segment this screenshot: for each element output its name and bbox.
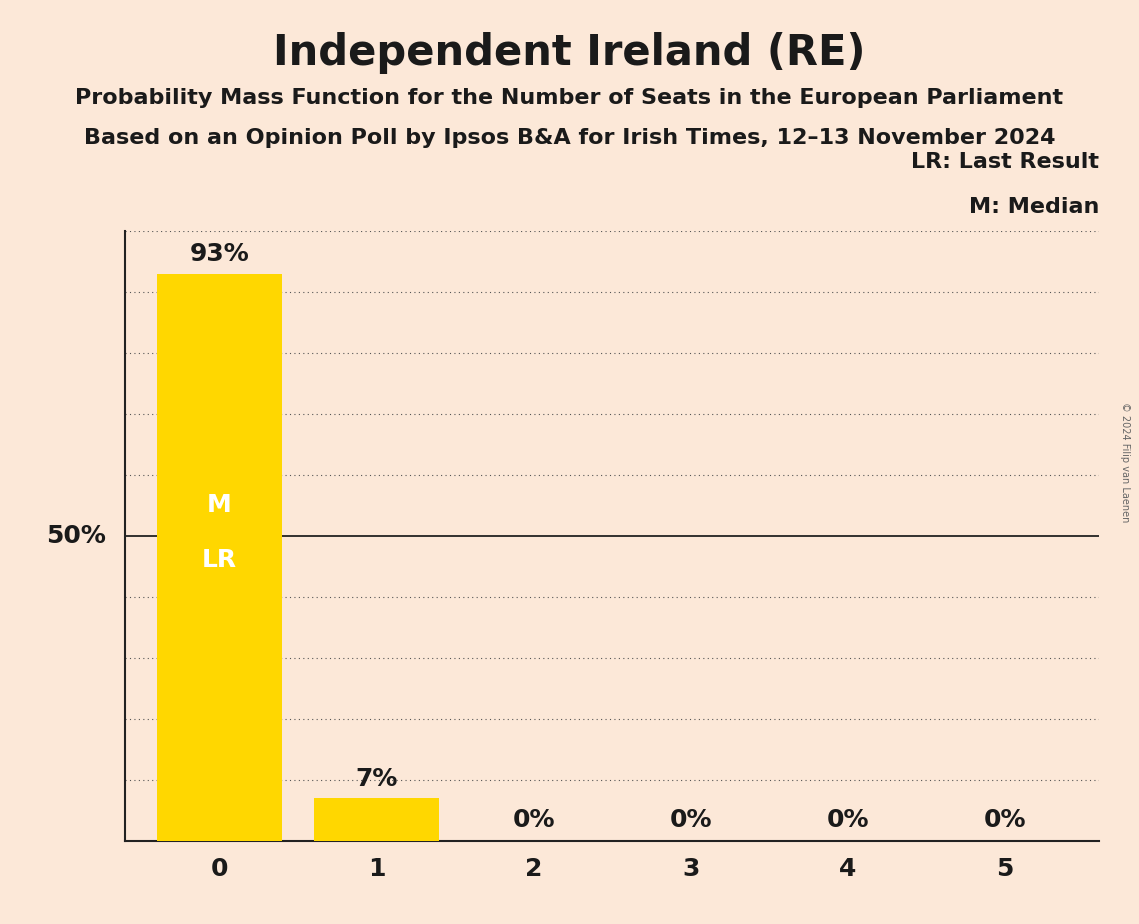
Text: 0%: 0% xyxy=(827,808,869,832)
Text: M: M xyxy=(207,493,232,517)
Text: 0%: 0% xyxy=(984,808,1026,832)
Text: 50%: 50% xyxy=(46,524,106,548)
Text: M: Median: M: Median xyxy=(969,198,1099,217)
Text: 7%: 7% xyxy=(355,767,398,791)
Text: LR: Last Result: LR: Last Result xyxy=(911,152,1099,172)
Text: Probability Mass Function for the Number of Seats in the European Parliament: Probability Mass Function for the Number… xyxy=(75,88,1064,108)
Text: LR: LR xyxy=(202,548,237,572)
Text: 93%: 93% xyxy=(190,242,249,266)
Text: Based on an Opinion Poll by Ipsos B&A for Irish Times, 12–13 November 2024: Based on an Opinion Poll by Ipsos B&A fo… xyxy=(84,128,1055,148)
Text: 0%: 0% xyxy=(670,808,712,832)
Text: © 2024 Filip van Laenen: © 2024 Filip van Laenen xyxy=(1121,402,1130,522)
Text: Independent Ireland (RE): Independent Ireland (RE) xyxy=(273,32,866,74)
Text: 0%: 0% xyxy=(513,808,555,832)
Bar xyxy=(313,798,440,841)
Bar xyxy=(157,274,282,841)
